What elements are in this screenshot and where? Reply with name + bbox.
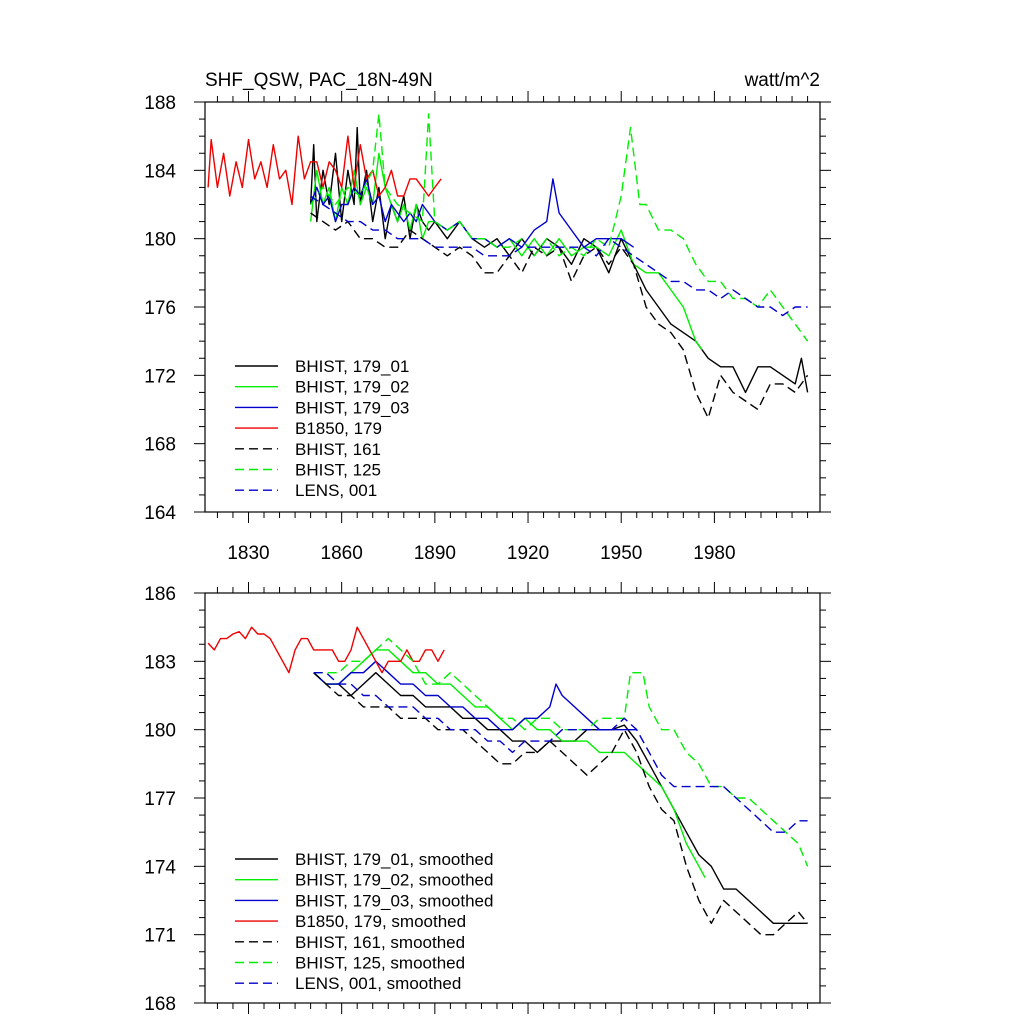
legend-label-5: BHIST, 125 — [295, 461, 381, 480]
legend-label-6: LENS, 001 — [295, 481, 377, 500]
bottom-panel: 168 171 174 177 180 183 186 BHIST, 179_01, smoo… — [144, 582, 831, 1015]
legend-label-3: B1850, 179 — [295, 419, 382, 438]
top-panel-title: SHF_QSW, PAC_18N-49N — [205, 70, 433, 91]
x-tick-label: 1830 — [227, 543, 269, 564]
y-tick-label: 183 — [144, 652, 176, 673]
legend-label-5: BHIST, 125, smoothed — [295, 954, 465, 973]
series-line-6 — [310, 195, 808, 317]
series-line-0 — [309, 126, 809, 394]
series-line-6 — [313, 672, 808, 833]
series-line-5 — [310, 113, 809, 342]
y-tick-label: 188 — [144, 93, 176, 114]
y-tick-label: 168 — [144, 435, 176, 456]
y-tick-label: 186 — [144, 584, 176, 605]
y-tick-label: 176 — [144, 298, 176, 319]
series-line-3 — [207, 626, 445, 674]
y-tick-label: 172 — [144, 366, 176, 387]
x-tick-label: 1920 — [507, 543, 549, 564]
y-tick-label: 168 — [144, 994, 176, 1015]
x-tick-label: 1860 — [321, 543, 363, 564]
legend-label-4: BHIST, 161, smoothed — [295, 933, 465, 952]
y-tick-label: 180 — [144, 721, 176, 742]
x-tick-label: 1890 — [414, 543, 456, 564]
series-line-2 — [309, 178, 634, 248]
top-panel: SHF_QSW, PAC_18N-49N watt/m^2 1830 1860 18… — [144, 70, 831, 564]
legend-label-1: BHIST, 179_02, smoothed — [295, 871, 493, 890]
legend-label-0: BHIST, 179_01 — [295, 357, 409, 376]
series-line-2 — [313, 660, 637, 731]
legend-label-2: BHIST, 179_03, smoothed — [295, 891, 493, 910]
series-line-5 — [313, 637, 809, 867]
legend-label-6: LENS, 001, smoothed — [295, 974, 461, 993]
y-tick-label: 164 — [144, 503, 176, 524]
legend-label-0: BHIST, 179_01, smoothed — [295, 850, 493, 869]
legend-label-1: BHIST, 179_02 — [295, 378, 409, 397]
y-tick-label: 180 — [144, 230, 176, 251]
legend-label-3: B1850, 179, smoothed — [295, 912, 466, 931]
legend-label-4: BHIST, 161 — [295, 440, 381, 459]
x-tick-label: 1950 — [600, 543, 642, 564]
y-tick-label: 174 — [144, 857, 176, 878]
y-tick-label: 171 — [144, 926, 176, 947]
series-line-3 — [207, 135, 442, 206]
legend-label-2: BHIST, 179_03 — [295, 398, 409, 417]
series-line-4 — [313, 672, 809, 936]
y-tick-label: 184 — [144, 161, 176, 182]
top-panel-units: watt/m^2 — [744, 70, 820, 91]
x-tick-label: 1980 — [693, 543, 735, 564]
y-tick-label: 177 — [144, 789, 176, 810]
